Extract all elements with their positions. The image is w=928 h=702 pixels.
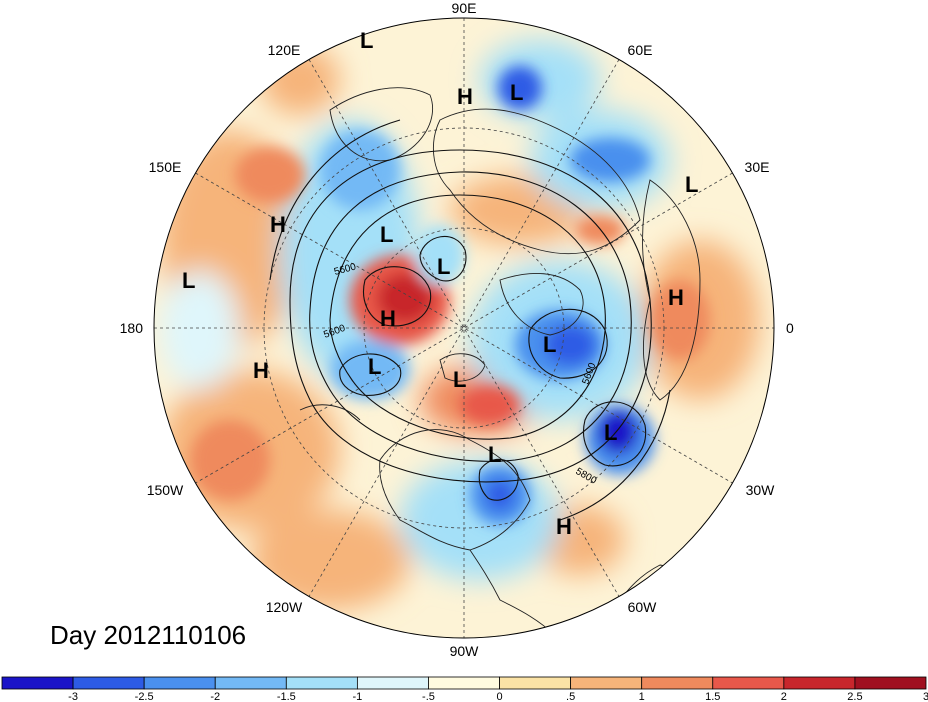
colorbar-box	[285, 676, 358, 690]
colorbar-box	[641, 676, 714, 690]
low-pressure-marker: L	[543, 332, 556, 357]
height-contours	[269, 119, 671, 521]
colorbar-tick-label: 3	[923, 691, 928, 702]
high-pressure-marker: H	[457, 84, 473, 109]
colorbar-box	[143, 676, 216, 690]
colorbar-box	[854, 676, 927, 690]
colorbar-tick-labels: -3 -2.5 -2 -1.5 -1 -.5 0 .5 1 1.5 2 2.5 3	[68, 691, 928, 702]
low-pressure-marker: L	[488, 442, 501, 467]
colorbar-tick-label: 2	[781, 691, 787, 702]
colorbar-boxes	[1, 676, 927, 690]
longitude-label: 90W	[450, 643, 480, 659]
colorbar-box	[570, 676, 643, 690]
day-label: Day 2012110106	[50, 620, 247, 650]
low-pressure-marker: L	[604, 420, 617, 445]
colorbar-tick-label: 1.5	[705, 691, 720, 702]
colorbar-box	[72, 676, 145, 690]
pressure-centers: L H L L H L L H L H L L H L L H L	[182, 28, 698, 539]
colorbar: -3 -2.5 -2 -1.5 -1 -.5 0 .5 1 1.5 2 2.5 3	[1, 676, 928, 702]
colorbar-tick-label: -1.5	[277, 691, 296, 702]
anomaly-field	[154, 18, 774, 638]
colorbar-box	[428, 676, 500, 690]
colorbar-tick-label: -1	[352, 691, 362, 702]
high-pressure-marker: H	[253, 358, 269, 383]
map-boundary	[153, 17, 775, 639]
colorbar-box	[499, 676, 572, 690]
polar-stereographic-map: 5600 5600 5600 5800 L H L L H L L H L H …	[120, 0, 794, 659]
colorbar-box	[356, 676, 429, 690]
longitude-labels: 90E 60E 30E 0 30W 60W 90W 120W 150W 180 …	[120, 0, 794, 659]
longitude-label: 120E	[268, 42, 301, 58]
low-pressure-marker: L	[360, 28, 373, 53]
longitude-label: 60E	[628, 42, 653, 58]
colorbar-box	[712, 676, 785, 690]
longitude-label: 180	[120, 320, 144, 336]
colorbar-tick-label: 0	[496, 691, 502, 702]
colorbar-tick-label: 1	[639, 691, 645, 702]
coastlines	[299, 87, 741, 638]
longitude-label: 150W	[147, 482, 184, 498]
longitude-label: 150E	[149, 159, 182, 175]
colorbar-box	[214, 676, 287, 690]
longitude-label: 90E	[452, 0, 477, 16]
high-pressure-marker: H	[556, 514, 572, 539]
colorbar-box	[1, 676, 74, 690]
low-pressure-marker: L	[685, 172, 698, 197]
high-pressure-marker: H	[270, 212, 286, 237]
colorbar-tick-label: -2.5	[135, 691, 154, 702]
colorbar-tick-label: -.5	[422, 691, 435, 702]
low-pressure-marker: L	[380, 222, 393, 247]
colorbar-box	[783, 676, 856, 690]
longitude-label: 30W	[746, 482, 776, 498]
low-pressure-marker: L	[368, 354, 381, 379]
longitude-label: 0	[786, 320, 794, 336]
low-pressure-marker: L	[510, 80, 523, 105]
colorbar-tick-label: 2.5	[847, 691, 862, 702]
colorbar-tick-label: -3	[68, 691, 78, 702]
high-pressure-marker: H	[380, 306, 396, 331]
longitude-label: 60W	[628, 599, 658, 615]
low-pressure-marker: L	[453, 367, 466, 392]
high-pressure-marker: H	[668, 285, 684, 310]
colorbar-tick-label: .5	[566, 691, 575, 702]
longitude-label: 30E	[745, 159, 770, 175]
colorbar-tick-label: -2	[210, 691, 220, 702]
longitude-label: 120W	[266, 599, 303, 615]
low-pressure-marker: L	[437, 254, 450, 279]
low-pressure-marker: L	[182, 268, 195, 293]
